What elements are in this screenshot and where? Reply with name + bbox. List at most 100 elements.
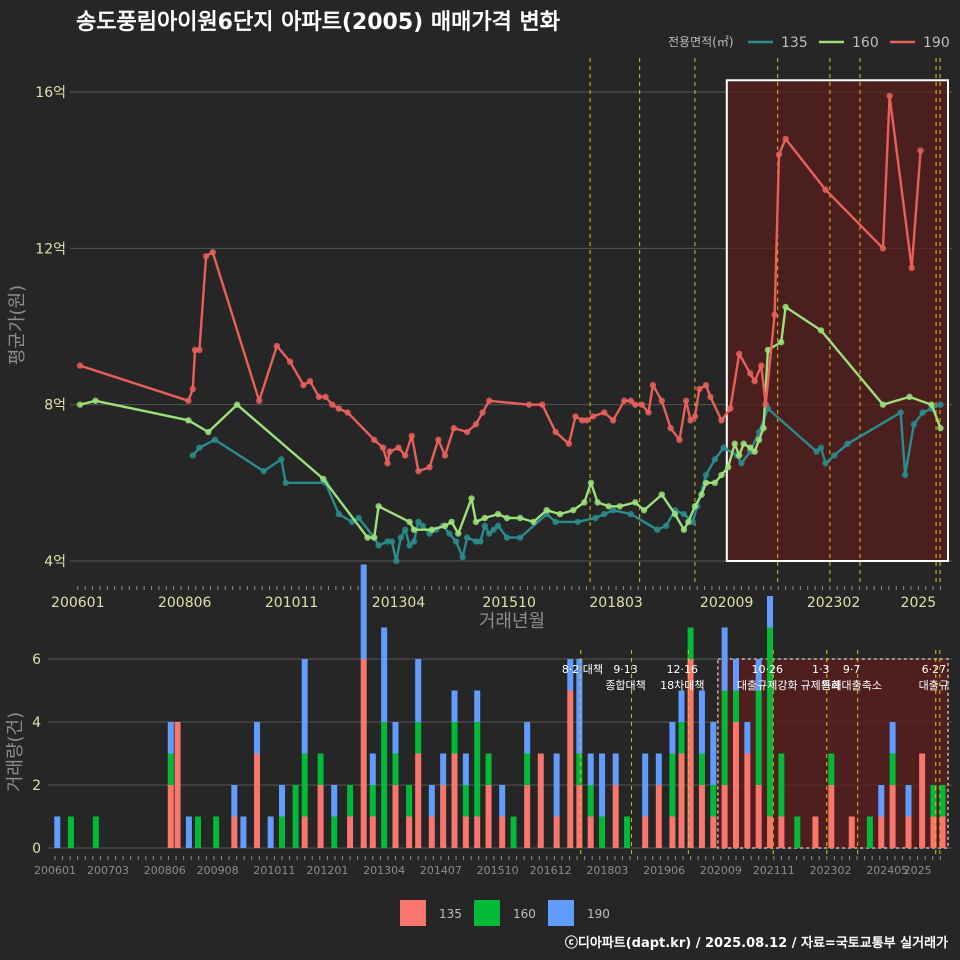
volume-bar-190: [474, 690, 481, 722]
data-point-160: [364, 534, 371, 541]
volume-bar-160: [624, 816, 631, 848]
volume-bar-190: [669, 722, 676, 754]
data-point-135: [196, 444, 203, 451]
volume-bar-190: [642, 753, 649, 817]
data-point-190: [687, 417, 694, 424]
volume-bar-190: [612, 753, 619, 785]
data-point-190: [370, 436, 378, 444]
data-point-135: [720, 444, 727, 451]
data-point-160: [778, 338, 785, 346]
data-point-190: [609, 417, 617, 424]
data-point-160: [906, 393, 913, 401]
volume-bar-160: [195, 816, 202, 848]
data-point-160: [472, 518, 480, 526]
volume-y-tick-label: 6: [32, 652, 41, 668]
data-point-190: [426, 464, 433, 471]
footer-credit: ⓒ디아파트(dapt.kr) / 2025.08.12 / 자료=국토교통부 실…: [565, 935, 948, 951]
volume-bar-190: [254, 722, 261, 754]
bar-legend-label-135: 135: [439, 907, 462, 921]
data-point-190: [322, 393, 329, 401]
data-point-135: [662, 522, 670, 530]
volume-bar-135: [406, 816, 413, 848]
policy-annotation: 6·27: [922, 663, 947, 676]
volume-bar-135: [474, 816, 481, 848]
volume-bar-190: [567, 659, 574, 691]
data-point-135: [388, 538, 396, 545]
volume-bar-190: [499, 785, 506, 817]
volume-bar-160: [369, 785, 376, 817]
volume-bar-190: [721, 627, 728, 691]
data-point-135: [689, 518, 696, 526]
x-axis-title: 거래년월: [479, 611, 545, 632]
data-point-190: [583, 417, 590, 424]
data-point-135: [910, 421, 918, 428]
data-point-190: [735, 350, 743, 358]
volume-bar-190: [240, 816, 247, 848]
volume-bar-135: [524, 785, 531, 848]
volume-bar-135: [428, 816, 435, 848]
volume-bar-190: [599, 753, 606, 817]
policy-annotation: 규제완화: [801, 679, 841, 692]
volume-x-tick-label: 201612: [530, 864, 572, 877]
volume-bar-135: [939, 816, 946, 848]
volume-bar-190: [428, 785, 435, 817]
volume-bar-160: [406, 785, 413, 817]
data-point-135: [375, 542, 382, 549]
volume-bar-135: [254, 753, 261, 848]
volume-bar-160: [347, 785, 354, 817]
data-point-190: [758, 362, 765, 369]
policy-annotation: 특례대출축소: [821, 679, 882, 692]
x-tick-label: 200601: [51, 595, 104, 611]
volume-bar-160: [278, 816, 285, 848]
data-point-135: [601, 510, 608, 518]
data-point-190: [682, 397, 690, 404]
volume-bar-135: [878, 816, 885, 848]
volume-bar-190: [451, 690, 458, 722]
volume-bar-135: [167, 785, 174, 848]
volume-bar-135: [732, 722, 739, 848]
data-point-190: [189, 385, 197, 393]
data-point-135: [702, 471, 710, 479]
data-point-160: [605, 503, 612, 510]
data-point-160: [731, 440, 738, 447]
volume-bar-160: [939, 785, 946, 817]
data-point-190: [479, 409, 486, 416]
bar-legend-swatch-160: [474, 900, 500, 926]
data-point-160: [587, 479, 595, 487]
data-point-190: [645, 409, 652, 416]
x-tick-label: 201510: [482, 595, 535, 611]
volume-bar-190: [698, 690, 705, 754]
volume-bar-160: [721, 690, 728, 785]
data-point-190: [638, 401, 646, 408]
x-tick-label: 201803: [589, 595, 642, 611]
volume-bar-160: [587, 785, 594, 817]
data-point-190: [463, 428, 471, 436]
data-point-190: [747, 370, 754, 377]
y-tick-label: 4억: [44, 554, 66, 570]
volume-bar-160: [485, 753, 492, 785]
data-point-160: [581, 499, 588, 506]
volume-bar-160: [930, 785, 937, 817]
volume-x-tick-label: 202009: [700, 864, 742, 877]
data-point-135: [919, 409, 926, 416]
volume-x-tick-label: 201304: [363, 864, 405, 877]
volume-x-tick-label: 200601: [34, 864, 76, 877]
volume-x-tick-label: 200806: [144, 864, 186, 877]
data-point-190: [486, 397, 493, 404]
data-point-135: [503, 534, 511, 541]
data-point-160: [516, 514, 524, 522]
data-point-160: [698, 491, 705, 498]
volume-bar-190: [755, 659, 762, 691]
volume-bar-160: [524, 753, 531, 785]
data-point-190: [565, 440, 573, 447]
volume-bar-190: [301, 659, 308, 754]
volume-bar-160: [462, 785, 469, 817]
volume-x-tick-label: 201407: [420, 864, 462, 877]
volume-bar-160: [778, 753, 785, 817]
highlight-region: [725, 79, 949, 563]
volume-bar-190: [392, 722, 399, 754]
data-point-190: [328, 401, 336, 408]
data-point-135: [937, 401, 944, 408]
volume-bar-190: [278, 785, 285, 817]
volume-bar-135: [812, 816, 819, 848]
